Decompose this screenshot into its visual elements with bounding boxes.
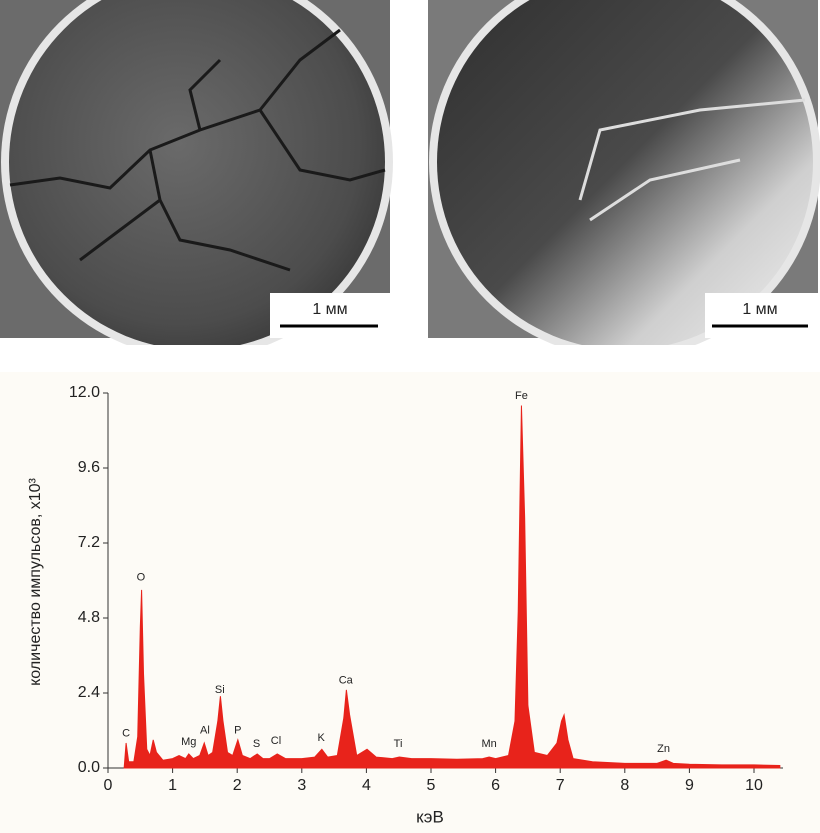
x-tick-label: 5 [427,777,436,794]
peak-label: P [234,724,241,736]
sem-right: 1 мм [428,0,820,345]
x-tick-label: 6 [491,777,500,794]
y-tick-label: 0.0 [78,759,100,776]
peak-label: S [253,738,260,750]
peak-label: Al [200,724,210,736]
x-tick-label: 0 [104,777,113,794]
x-tick-label: 2 [233,777,242,794]
peak-label: Mg [181,736,196,748]
peak-label: K [318,732,326,744]
y-tick-label: 4.8 [78,609,100,626]
y-axis-label: количество импульсов, x10³ [27,477,44,685]
peak-label: Cl [271,735,281,747]
scale-bar-label: 1 мм [312,301,347,318]
peak-label: O [137,571,146,583]
y-tick-label: 2.4 [78,684,100,701]
x-tick-label: 7 [556,777,565,794]
sem-left: 1 мм [0,0,393,345]
peak-label: Si [215,684,225,696]
y-tick-label: 9.6 [78,459,100,476]
x-axis-label: кэВ [416,807,444,826]
spectrum-area [123,405,781,769]
y-tick-label: 12.0 [69,384,100,401]
chart: кэВ количество импульсов, x10³ 0.0 2.4 4.8… [0,372,820,833]
peak-label: Zn [657,743,670,755]
x-tick-label: 4 [362,777,371,794]
peak-label: Ca [339,674,354,686]
peak-label: Ti [394,738,403,750]
peak-label: C [122,728,130,740]
x-tick-label: 1 [168,777,177,794]
y-tick-label: 7.2 [78,534,100,551]
x-tick-label: 10 [745,777,763,794]
x-tick-label: 3 [297,777,306,794]
x-tick-label: 8 [620,777,629,794]
peak-label: Mn [481,738,496,750]
peak-label: Fe [515,390,528,402]
x-tick-label: 9 [685,777,694,794]
sem-images: 1 мм 1 мм [0,0,820,345]
scale-bar-label: 1 мм [742,301,777,318]
